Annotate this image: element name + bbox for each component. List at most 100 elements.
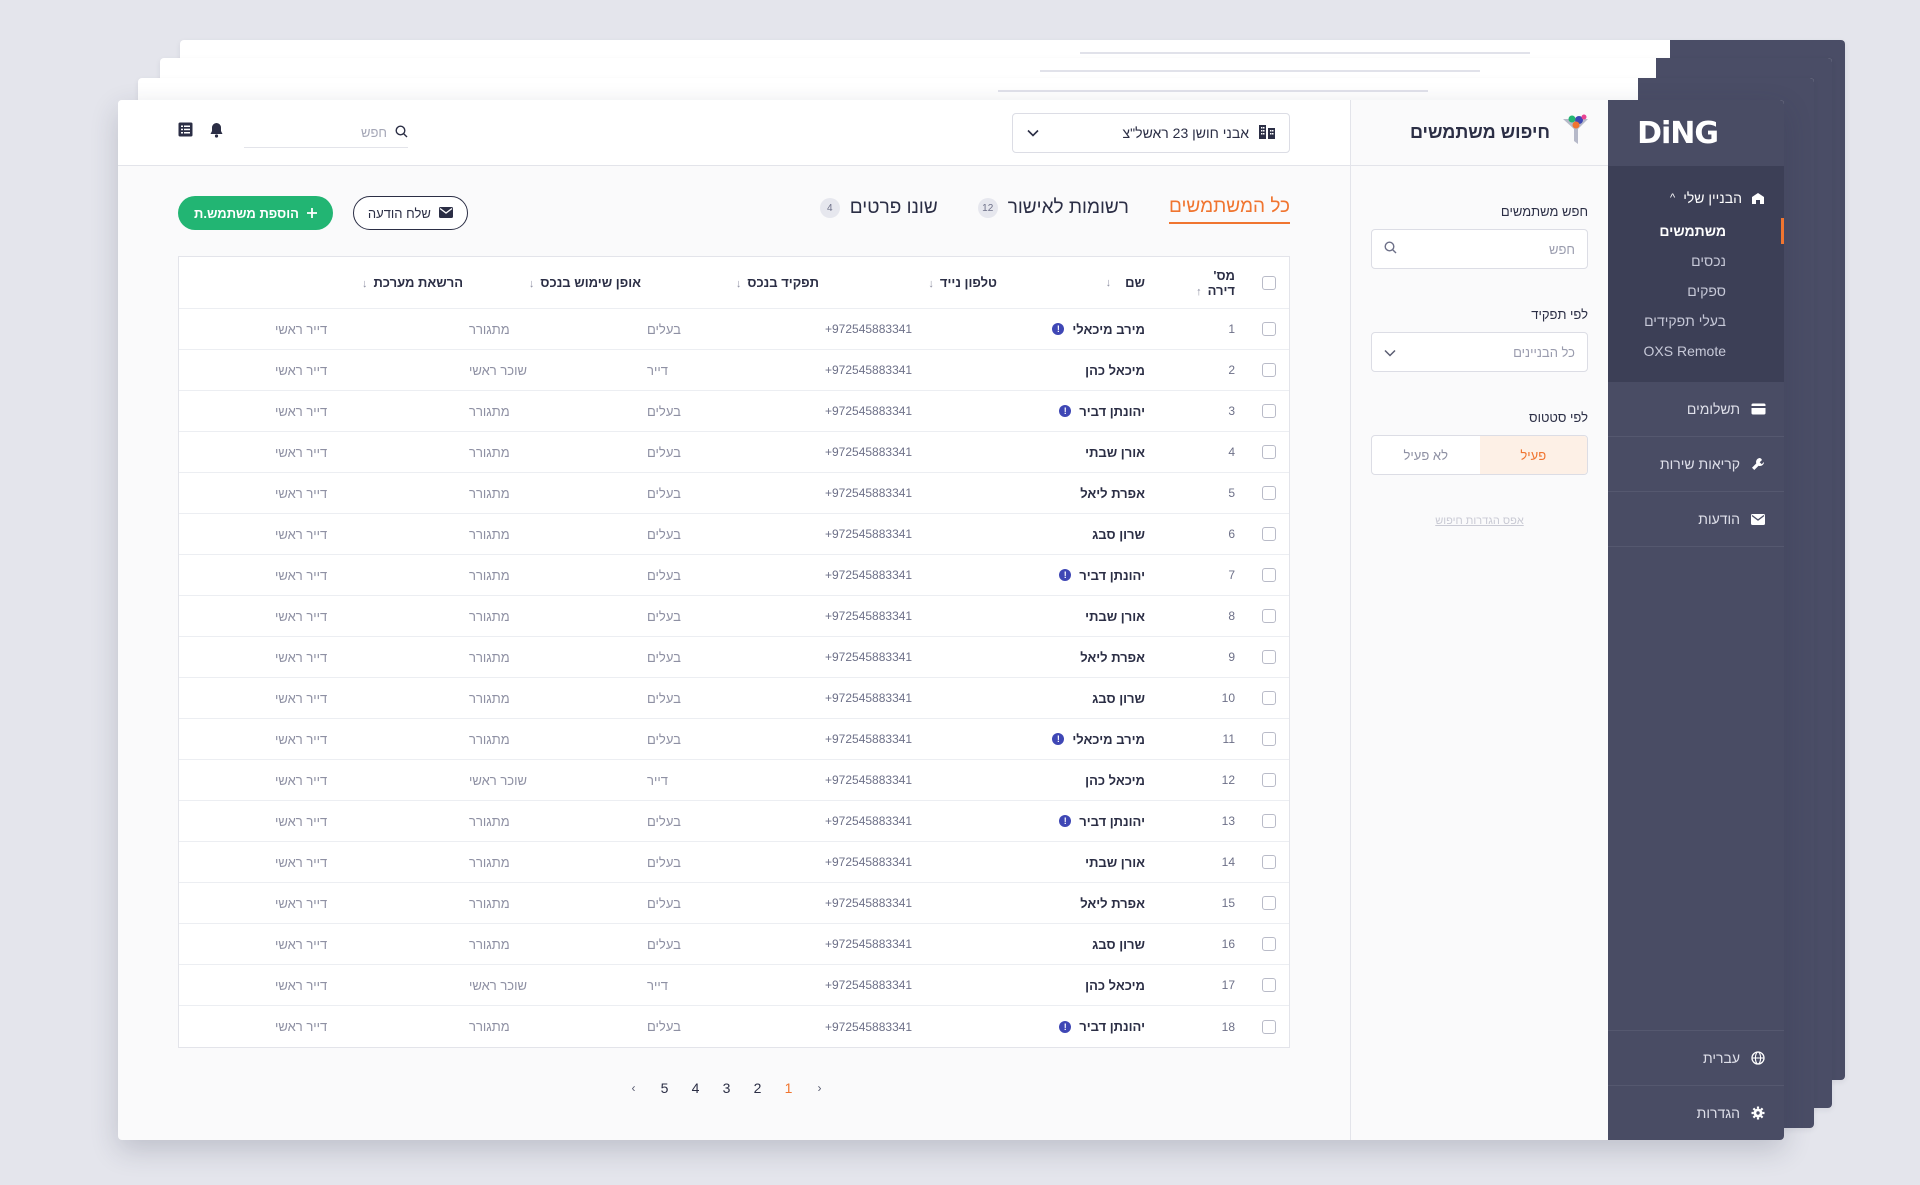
column-header-phone[interactable]: טלפון נייד ↓	[819, 275, 997, 290]
sidebar-item-role-holders[interactable]: בעלי תפקידים	[1644, 313, 1726, 329]
list-icon[interactable]	[178, 122, 193, 142]
table-row[interactable]: 10 שרון סבג +972545883341 בעלים מתגורר דייר ר…	[179, 678, 1289, 719]
alert-icon[interactable]: !	[1059, 569, 1072, 581]
row-checkbox[interactable]	[1262, 691, 1276, 705]
alert-icon[interactable]: !	[1059, 815, 1072, 827]
tab-all-users[interactable]: כל המשתמשים	[1168, 196, 1290, 224]
column-header-permission[interactable]: הרשאת מערכת ↓	[263, 275, 463, 290]
status-active-option[interactable]: פעיל	[1479, 436, 1587, 474]
column-header-apartment[interactable]: מס' דירה ↑	[1169, 268, 1245, 298]
row-checkbox[interactable]	[1262, 445, 1276, 459]
page-5[interactable]: 5	[660, 1080, 669, 1096]
sidebar-item-assets[interactable]: נכסים	[1691, 253, 1726, 269]
user-name[interactable]: אורן שבתי	[1085, 854, 1145, 870]
row-checkbox[interactable]	[1262, 732, 1276, 746]
row-checkbox[interactable]	[1262, 568, 1276, 582]
chevron-left-icon[interactable]: ‹	[631, 1081, 636, 1095]
row-checkbox[interactable]	[1262, 404, 1276, 418]
row-checkbox[interactable]	[1262, 322, 1276, 336]
row-checkbox[interactable]	[1262, 896, 1276, 910]
table-row[interactable]: 9 אפרת ליאל +972545883341 בעלים מתגורר דייר ר…	[179, 637, 1289, 678]
sidebar-item-service-calls[interactable]: קריאות שירות	[1608, 437, 1784, 492]
sidebar-item-users[interactable]: משתמשים	[1608, 216, 1784, 246]
building-select[interactable]: אבני חושן 23 ראשל"צ	[1012, 113, 1290, 153]
user-search-input[interactable]: חפש	[1371, 229, 1588, 269]
select-all-checkbox[interactable]	[1262, 275, 1276, 290]
column-header-name[interactable]: שם ↓	[997, 275, 1169, 290]
user-name[interactable]: מיכאל כהן	[1085, 772, 1145, 788]
row-checkbox[interactable]	[1262, 855, 1276, 869]
tab-pending-approval[interactable]: רשומות לאישור 12	[977, 196, 1129, 224]
alert-icon[interactable]: !	[1052, 733, 1065, 745]
table-row[interactable]: 13 יהונתן דביר! +972545883341 בעלים מתגורר די…	[179, 801, 1289, 842]
page-3[interactable]: 3	[722, 1080, 731, 1096]
user-name[interactable]: שרון סבג	[1092, 690, 1145, 706]
sidebar-item-oxs-remote[interactable]: OXS Remote	[1643, 343, 1726, 359]
row-checkbox[interactable]	[1262, 937, 1276, 951]
user-name[interactable]: אורן שבתי	[1085, 608, 1145, 624]
row-checkbox[interactable]	[1262, 609, 1276, 623]
row-checkbox[interactable]	[1262, 1019, 1276, 1034]
row-checkbox[interactable]	[1262, 978, 1276, 992]
table-row[interactable]: 17 מיכאל כהן +972545883341 דייר שוכר ראשי דיי…	[179, 965, 1289, 1006]
user-name[interactable]: אורן שבתי	[1085, 444, 1145, 460]
user-name[interactable]: יהונתן דביר	[1079, 567, 1145, 583]
row-checkbox[interactable]	[1262, 773, 1276, 787]
table-row[interactable]: 1 מירב מיכאלי! +972545883341 בעלים מתגורר דיי…	[179, 309, 1289, 350]
table-row[interactable]: 8 אורן שבתי +972545883341 בעלים מתגורר דייר ר…	[179, 596, 1289, 637]
table-row[interactable]: 12 מיכאל כהן +972545883341 דייר שוכר ראשי דיי…	[179, 760, 1289, 801]
alert-icon[interactable]: !	[1059, 1020, 1072, 1033]
user-name[interactable]: יהונתן דביר	[1079, 1019, 1145, 1034]
user-name[interactable]: מירב מיכאלי	[1072, 321, 1145, 337]
table-row[interactable]: 2 מיכאל כהן +972545883341 דייר שוכר ראשי דייר…	[179, 350, 1289, 391]
table-row[interactable]: 7 יהונתן דביר! +972545883341 בעלים מתגורר דיי…	[179, 555, 1289, 596]
column-header-usage[interactable]: אופן שימוש בנכס ↓	[463, 275, 641, 290]
user-name[interactable]: יהונתן דביר	[1079, 813, 1145, 829]
role-filter-select[interactable]: כל הבניינים	[1371, 332, 1588, 372]
chevron-right-icon[interactable]: ›	[817, 1081, 822, 1095]
global-search-input[interactable]: חפש	[244, 118, 408, 148]
page-2[interactable]: 2	[753, 1080, 762, 1096]
reset-search-link[interactable]: אפס הגדרות חיפוש	[1435, 515, 1524, 527]
send-message-button[interactable]: שלח הודעה	[352, 196, 468, 230]
user-name[interactable]: מיכאל כהן	[1085, 977, 1145, 993]
user-name[interactable]: שרון סבג	[1092, 526, 1145, 542]
row-checkbox[interactable]	[1262, 486, 1276, 500]
page-1-current[interactable]: 1	[784, 1080, 793, 1096]
status-inactive-option[interactable]: לא פעיל	[1403, 447, 1448, 463]
tab-details-changed[interactable]: שונו פרטים 4	[819, 196, 938, 224]
table-row[interactable]: 16 שרון סבג +972545883341 בעלים מתגורר דייר ר…	[179, 924, 1289, 965]
user-name[interactable]: אפרת ליאל	[1080, 485, 1145, 501]
column-header-role[interactable]: תפקיד בנכס ↓	[641, 275, 819, 290]
table-row[interactable]: 14 אורן שבתי +972545883341 בעלים מתגורר דייר …	[179, 842, 1289, 883]
table-row[interactable]: 11 מירב מיכאלי! +972545883341 בעלים מתגורר די…	[179, 719, 1289, 760]
app-logo[interactable]: DiNG	[1637, 115, 1719, 151]
nav-group-header[interactable]: הבניין שלי ^	[1608, 186, 1784, 210]
row-checkbox[interactable]	[1262, 527, 1276, 541]
sidebar-item-payments[interactable]: תשלומים	[1608, 382, 1784, 437]
user-name[interactable]: מיכאל כהן	[1085, 362, 1145, 378]
table-row[interactable]: 15 אפרת ליאל +972545883341 בעלים מתגורר דייר …	[179, 883, 1289, 924]
table-row[interactable]: 5 אפרת ליאל +972545883341 בעלים מתגורר דייר ר…	[179, 473, 1289, 514]
user-name[interactable]: שרון סבג	[1092, 936, 1145, 952]
row-checkbox[interactable]	[1262, 814, 1276, 828]
table-row[interactable]: 6 שרון סבג +972545883341 בעלים מתגורר דייר רא…	[179, 514, 1289, 555]
alert-icon[interactable]: !	[1052, 323, 1065, 335]
user-name[interactable]: מירב מיכאלי	[1072, 731, 1145, 747]
sidebar-item-suppliers[interactable]: ספקים	[1687, 283, 1726, 299]
user-name[interactable]: אפרת ליאל	[1080, 649, 1145, 665]
user-name[interactable]: יהונתן דביר	[1079, 403, 1145, 419]
table-row[interactable]: 4 אורן שבתי +972545883341 בעלים מתגורר דייר ר…	[179, 432, 1289, 473]
row-checkbox[interactable]	[1262, 650, 1276, 664]
sidebar-item-messages[interactable]: הודעות	[1608, 492, 1784, 547]
settings-link[interactable]: הגדרות	[1608, 1085, 1784, 1140]
page-4[interactable]: 4	[691, 1080, 700, 1096]
language-selector[interactable]: עברית	[1608, 1030, 1784, 1085]
alert-icon[interactable]: !	[1059, 405, 1072, 417]
add-user-button[interactable]: הוספת משתמש.ת	[178, 196, 333, 230]
table-row[interactable]: 18 יהונתן דביר! +972545883341 בעלים מתגורר די…	[179, 1006, 1289, 1047]
bell-icon[interactable]	[209, 122, 224, 142]
row-checkbox[interactable]	[1262, 363, 1276, 377]
table-row[interactable]: 3 יהונתן דביר! +972545883341 בעלים מתגורר דיי…	[179, 391, 1289, 432]
user-name[interactable]: אפרת ליאל	[1080, 895, 1145, 911]
